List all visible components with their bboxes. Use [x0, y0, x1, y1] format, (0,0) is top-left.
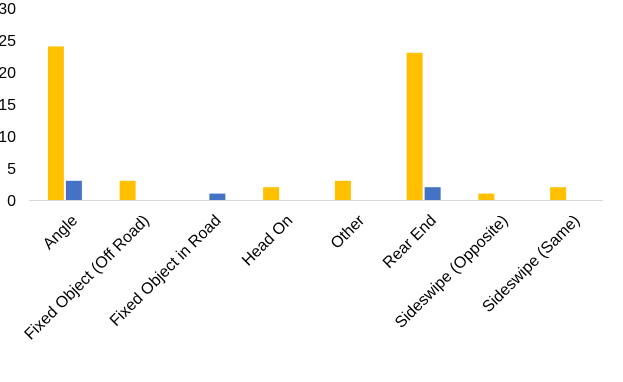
- bar-series-1-6: [478, 193, 495, 200]
- x-category-label: Rear End: [380, 212, 440, 272]
- bar-series-1-7: [550, 187, 567, 200]
- bar-series-2-2: [209, 193, 226, 200]
- y-axis: 0 5 10 15 20 25 30: [0, 1, 16, 210]
- bar-series-1-0: [47, 46, 64, 201]
- bar-series-1-3: [263, 187, 280, 200]
- bar-series-2-5: [424, 187, 441, 200]
- x-category-label: Head On: [239, 212, 296, 269]
- y-tick-label: 10: [0, 129, 16, 146]
- bar-series-1-5: [406, 52, 423, 200]
- y-tick-label: 5: [7, 161, 16, 178]
- y-tick-label: 15: [0, 97, 16, 114]
- bars: [47, 46, 567, 201]
- bar-series-2-0: [65, 180, 82, 200]
- x-category-label: Other: [328, 212, 369, 253]
- x-category-label: Angle: [40, 212, 81, 253]
- y-tick-label: 20: [0, 65, 16, 82]
- bar-series-1-4: [334, 180, 351, 200]
- bar-series-1-1: [119, 180, 136, 200]
- y-tick-label: 25: [0, 33, 16, 50]
- x-category-label: Fixed Object (Off Road): [22, 212, 153, 343]
- y-tick-label: 30: [0, 1, 16, 18]
- y-tick-label: 0: [7, 193, 16, 210]
